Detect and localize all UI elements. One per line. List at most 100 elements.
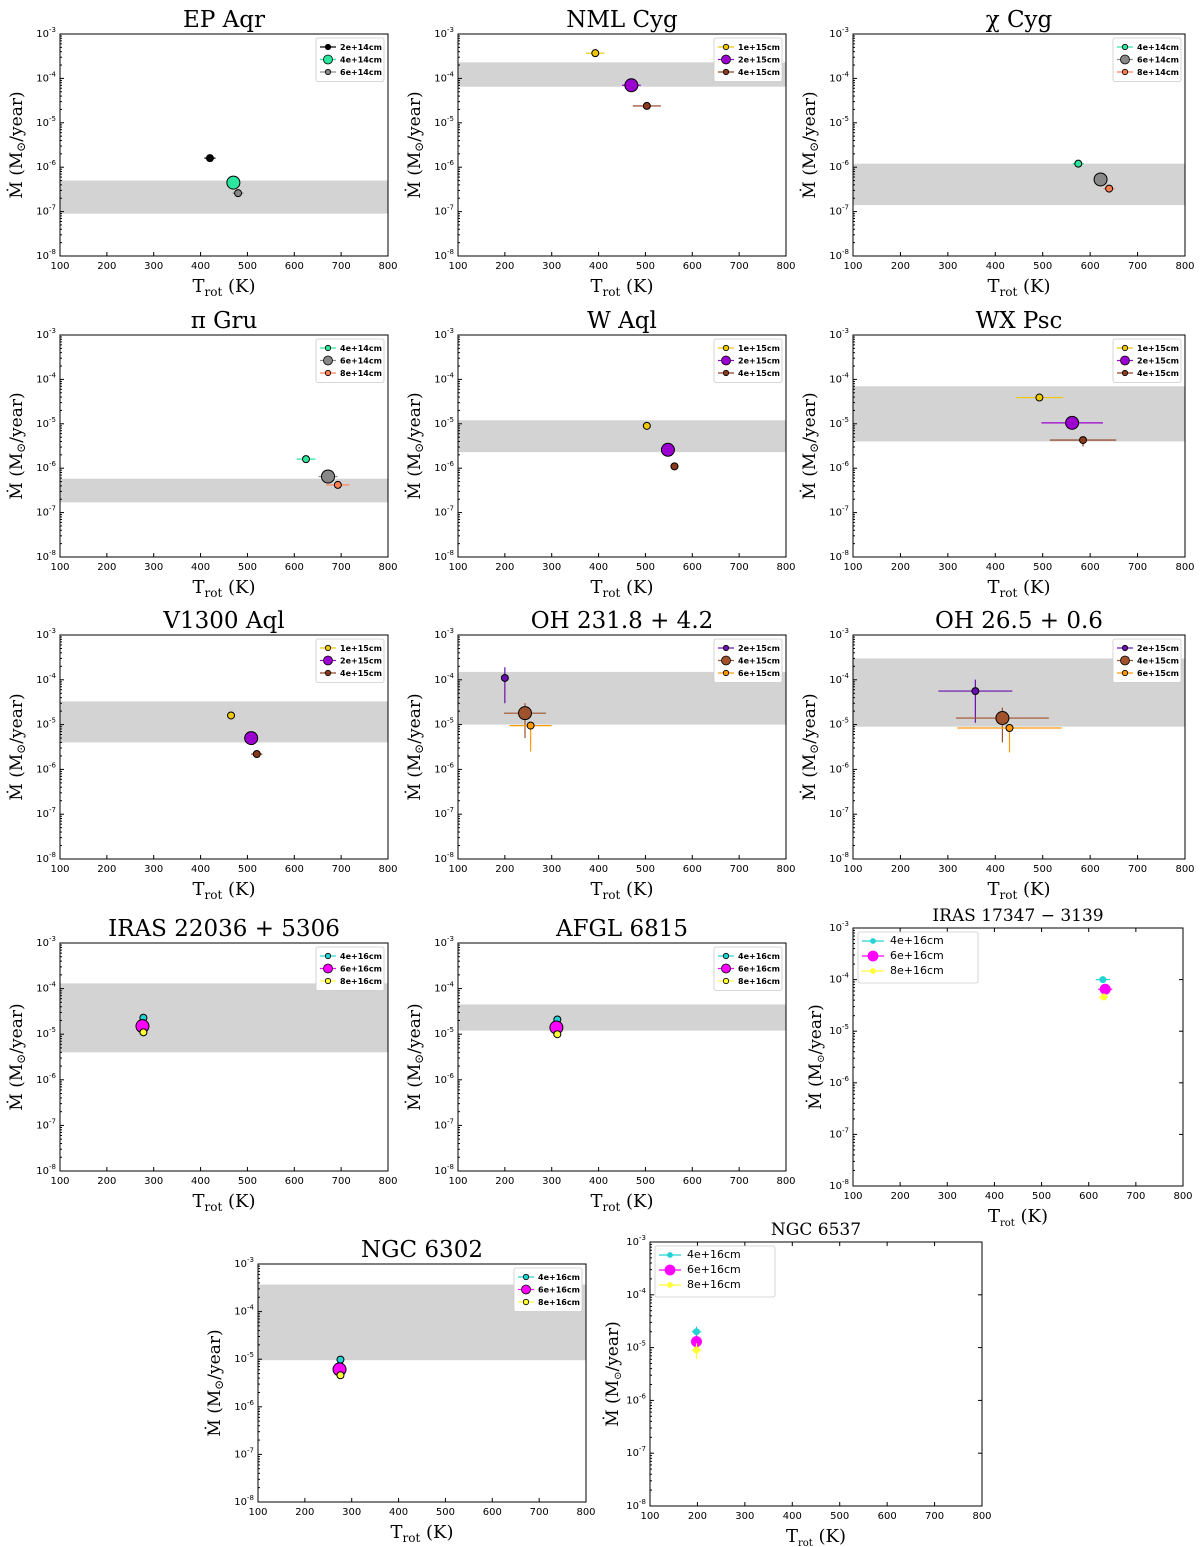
y-tick-label: 10-7 [434, 505, 454, 519]
legend-marker [721, 963, 731, 974]
legend-item: 8e+16cm [518, 1298, 580, 1307]
x-tick-label: 700 [332, 864, 351, 875]
y-tick-label: 10-6 [829, 159, 849, 173]
data-point-8e+16cm [336, 1371, 345, 1380]
legend-label: 2e+15cm [738, 357, 780, 366]
x-axis-label: Trot (K) [192, 879, 255, 902]
legend-item: 1e+15cm [320, 644, 382, 653]
data-point-4e+14cm [1072, 159, 1084, 168]
chart-cyg-2: 100 200 300 400 500 600 700 800 10-8 10-7 10-6 10-5… [799, 7, 1195, 299]
legend-label: 4e+16cm [340, 952, 382, 961]
x-tick-label: 400 [191, 864, 210, 875]
legend-item: 2e+15cm [1117, 644, 1179, 653]
legend-label: 8e+16cm [890, 964, 944, 977]
y-tick-label: 10-8 [829, 851, 849, 865]
legend-marker [667, 1282, 673, 1288]
x-axis-label: Trot (K) [987, 879, 1050, 902]
x-tick-label: 800 [378, 261, 397, 272]
x-tick-label: 700 [1128, 562, 1147, 573]
y-tick-label: 10-3 [829, 627, 849, 641]
legend-marker [870, 938, 876, 944]
y-tick-label: 10-8 [36, 248, 56, 262]
chart-gru-3: 100 200 300 400 500 600 700 800 10-8 10-7 10-6 10-5… [6, 308, 398, 600]
x-tick-label: 700 [332, 261, 351, 272]
x-tick-label: 600 [483, 1507, 502, 1518]
plot-frame [59, 33, 389, 257]
x-tick-label: 300 [542, 864, 561, 875]
data-point-8e+16cm [691, 1343, 702, 1360]
data-point-1e+15cm [227, 711, 236, 720]
y-tick-label: 10-4 [829, 672, 849, 686]
marker [692, 1346, 700, 1354]
x-tick-label: 300 [144, 562, 163, 573]
x-axis-label: Trot (K) [590, 577, 653, 600]
plot-frame [852, 33, 1186, 257]
legend-label: 6e+16cm [538, 1286, 580, 1295]
chart-title: W Aql [587, 308, 657, 334]
marker [591, 49, 600, 58]
x-axis-label: Trot (K) [987, 577, 1050, 600]
x-tick-label: 700 [1126, 1191, 1145, 1202]
x-tick-label: 700 [730, 562, 749, 573]
legend-marker [323, 355, 333, 366]
x-tick-label: 300 [938, 1191, 957, 1202]
chart-title: NGC 6302 [361, 1237, 483, 1263]
marker [500, 673, 509, 682]
legend-item: 8e+14cm [320, 369, 382, 378]
marker [333, 480, 342, 489]
x-tick-label: 200 [495, 562, 514, 573]
x-tick-label: 700 [332, 1176, 351, 1187]
legend-label: 6e+16cm [738, 965, 780, 974]
chart-ep-aqr-0: 100 200 300 400 500 600 700 800 10-8 10-7 10-6 10-5… [6, 7, 398, 299]
y-tick-label: 10-8 [36, 851, 56, 865]
x-tick-label: 400 [986, 562, 1005, 573]
x-tick-label: 600 [285, 864, 304, 875]
legend-box [1112, 338, 1182, 383]
y-tick-label: 10-6 [36, 1072, 56, 1086]
plot-frame [852, 927, 1184, 1187]
x-tick-label: 500 [238, 261, 257, 272]
x-tick-label: 800 [776, 261, 795, 272]
data-point-2e+14cm [204, 154, 216, 163]
y-tick-label: 10-5 [434, 717, 454, 731]
legend: 4e+16cm 6e+16cm 8e+16cm [654, 1245, 776, 1298]
y-tick-label: 10-7 [36, 505, 56, 519]
legend-label: 4e+15cm [1137, 369, 1179, 378]
x-tick-label: 600 [878, 1511, 897, 1522]
legend-item: 2e+15cm [320, 655, 382, 666]
legend: 4e+14cm 6e+14cm 8e+14cm [315, 338, 385, 383]
x-tick-label: 100 [843, 1191, 862, 1202]
x-tick-label: 200 [891, 864, 910, 875]
y-tick-label: 10-6 [829, 460, 849, 474]
x-tick-label: 200 [495, 864, 514, 875]
legend-marker [1121, 644, 1129, 652]
legend: 4e+16cm 6e+16cm 8e+16cm [513, 1267, 583, 1312]
y-axis-label: Ṁ (M⊙/year) [404, 392, 426, 499]
y-tick-label: 10-8 [434, 851, 454, 865]
x-tick-label: 800 [378, 562, 397, 573]
legend-marker [1121, 669, 1129, 677]
y-tick-label: 10-5 [36, 717, 56, 731]
legend-box [857, 931, 979, 984]
legend-label: 6e+16cm [340, 965, 382, 974]
chart-title: NML Cyg [566, 7, 678, 33]
legend-label: 1e+15cm [738, 344, 780, 353]
legend-label: 2e+15cm [1137, 644, 1179, 653]
legend-item: 4e+15cm [718, 68, 780, 77]
legend-marker [721, 655, 731, 666]
y-tick-label: 10-4 [829, 70, 849, 84]
legend-item: 6e+14cm [320, 355, 382, 366]
chart-title: WX Psc [976, 308, 1063, 334]
chart-title: V1300 Aql [162, 608, 284, 634]
legend-item: 4e+16cm [659, 1248, 741, 1261]
marker [252, 750, 261, 759]
legend-label: 4e+15cm [340, 669, 382, 678]
legend-box [315, 638, 385, 683]
x-tick-label: 800 [576, 1507, 595, 1518]
x-tick-label: 500 [1032, 1191, 1051, 1202]
legend-box [654, 1245, 776, 1298]
legend-marker [667, 1252, 673, 1258]
marker [336, 1355, 345, 1364]
x-tick-label: 100 [248, 1507, 267, 1518]
y-tick-label: 10-3 [434, 26, 454, 40]
